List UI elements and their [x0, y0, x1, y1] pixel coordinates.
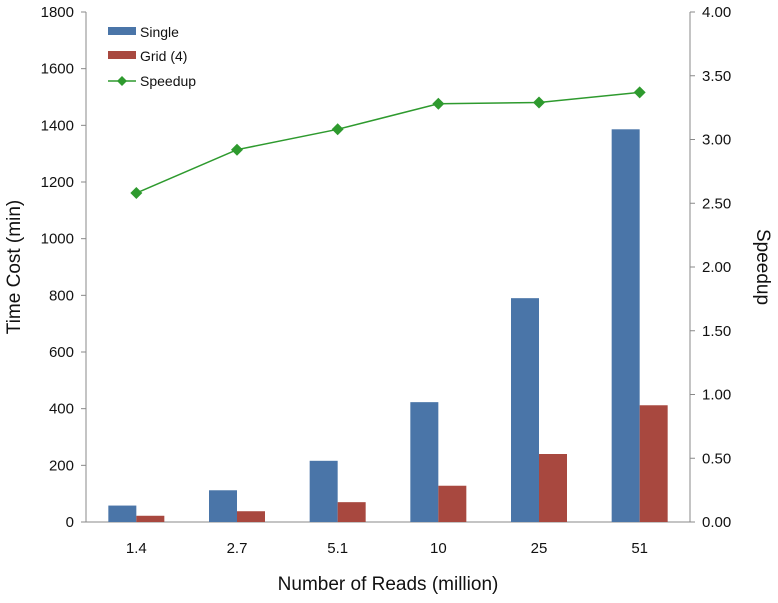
- right-axis-ticks: 0.00 0.50 1.00 1.50 2.00 2.50 3.00 3.50 4.00: [690, 4, 731, 531]
- y-tick-label: 200: [49, 457, 74, 474]
- y2-tick-label: 2.50: [702, 195, 731, 212]
- x-tick-label: 51: [631, 540, 648, 557]
- y-tick-label: 0: [66, 514, 74, 531]
- y2-tick-label: 0.50: [702, 450, 731, 467]
- y-tick-label: 400: [49, 401, 74, 418]
- speedup-line-layer: [130, 86, 646, 200]
- y2-tick-label: 3.00: [702, 132, 731, 149]
- legend-label-speedup: Speedup: [140, 73, 196, 89]
- speedup-point: [432, 97, 445, 110]
- bar-single: [209, 490, 237, 522]
- y2-axis-title: Speedup: [752, 229, 773, 305]
- bar-single: [611, 129, 640, 523]
- bar-grid: [136, 515, 165, 522]
- bar-grid: [639, 405, 668, 522]
- y-axis-title: Time Cost (min): [4, 200, 25, 334]
- y-tick-label: 600: [49, 344, 74, 361]
- bar-single: [108, 505, 137, 522]
- bar-single: [410, 402, 439, 522]
- x-tick-label: 1.4: [126, 540, 147, 557]
- x-axis-title: Number of Reads (million): [278, 574, 499, 595]
- speedup-point: [231, 143, 243, 156]
- speedup-point: [533, 96, 545, 109]
- bar-single: [511, 298, 539, 522]
- y-tick-label: 1600: [41, 61, 74, 78]
- x-tick-label: 10: [430, 540, 447, 557]
- legend-swatch-grid: [108, 51, 136, 59]
- bar-single: [309, 460, 338, 522]
- bar-grid: [237, 511, 265, 522]
- y2-tick-label: 3.50: [702, 68, 731, 85]
- x-tick-label: 5.1: [327, 540, 348, 557]
- x-tick-label: 25: [531, 540, 548, 557]
- bar-grid: [539, 454, 567, 522]
- y-tick-label: 1800: [41, 4, 74, 21]
- y-tick-label: 1000: [41, 231, 74, 248]
- legend-label-grid: Grid (4): [140, 48, 187, 64]
- y2-tick-label: 2.00: [702, 259, 731, 276]
- y-tick-label: 1400: [41, 117, 74, 134]
- speedup-point: [331, 123, 344, 136]
- y2-tick-label: 4.00: [702, 4, 731, 21]
- left-axis-ticks: 0 200 400 600 800 1000 1200 1400 1600 1800: [41, 4, 86, 531]
- bar-grid: [337, 502, 366, 522]
- y-tick-label: 800: [49, 287, 74, 304]
- x-tick-label: 2.7: [227, 540, 248, 557]
- legend-label-single: Single: [140, 24, 179, 40]
- legend-swatch-single: [108, 27, 136, 35]
- x-axis-ticks: 1.4 2.7 5.1 10 25 51: [126, 540, 648, 557]
- speedup-line: [136, 91, 640, 194]
- bars: [108, 129, 668, 523]
- bar-grid: [438, 485, 467, 522]
- y2-tick-label: 1.50: [702, 323, 731, 340]
- legend: Single Grid (4) Speedup: [108, 24, 196, 89]
- y-tick-label: 1200: [41, 174, 74, 191]
- y2-tick-label: 0.00: [702, 514, 731, 531]
- speedup-point: [633, 86, 646, 99]
- legend-swatch-speedup-marker: [117, 76, 127, 86]
- y2-tick-label: 1.00: [702, 387, 731, 404]
- speedup-point: [130, 187, 143, 200]
